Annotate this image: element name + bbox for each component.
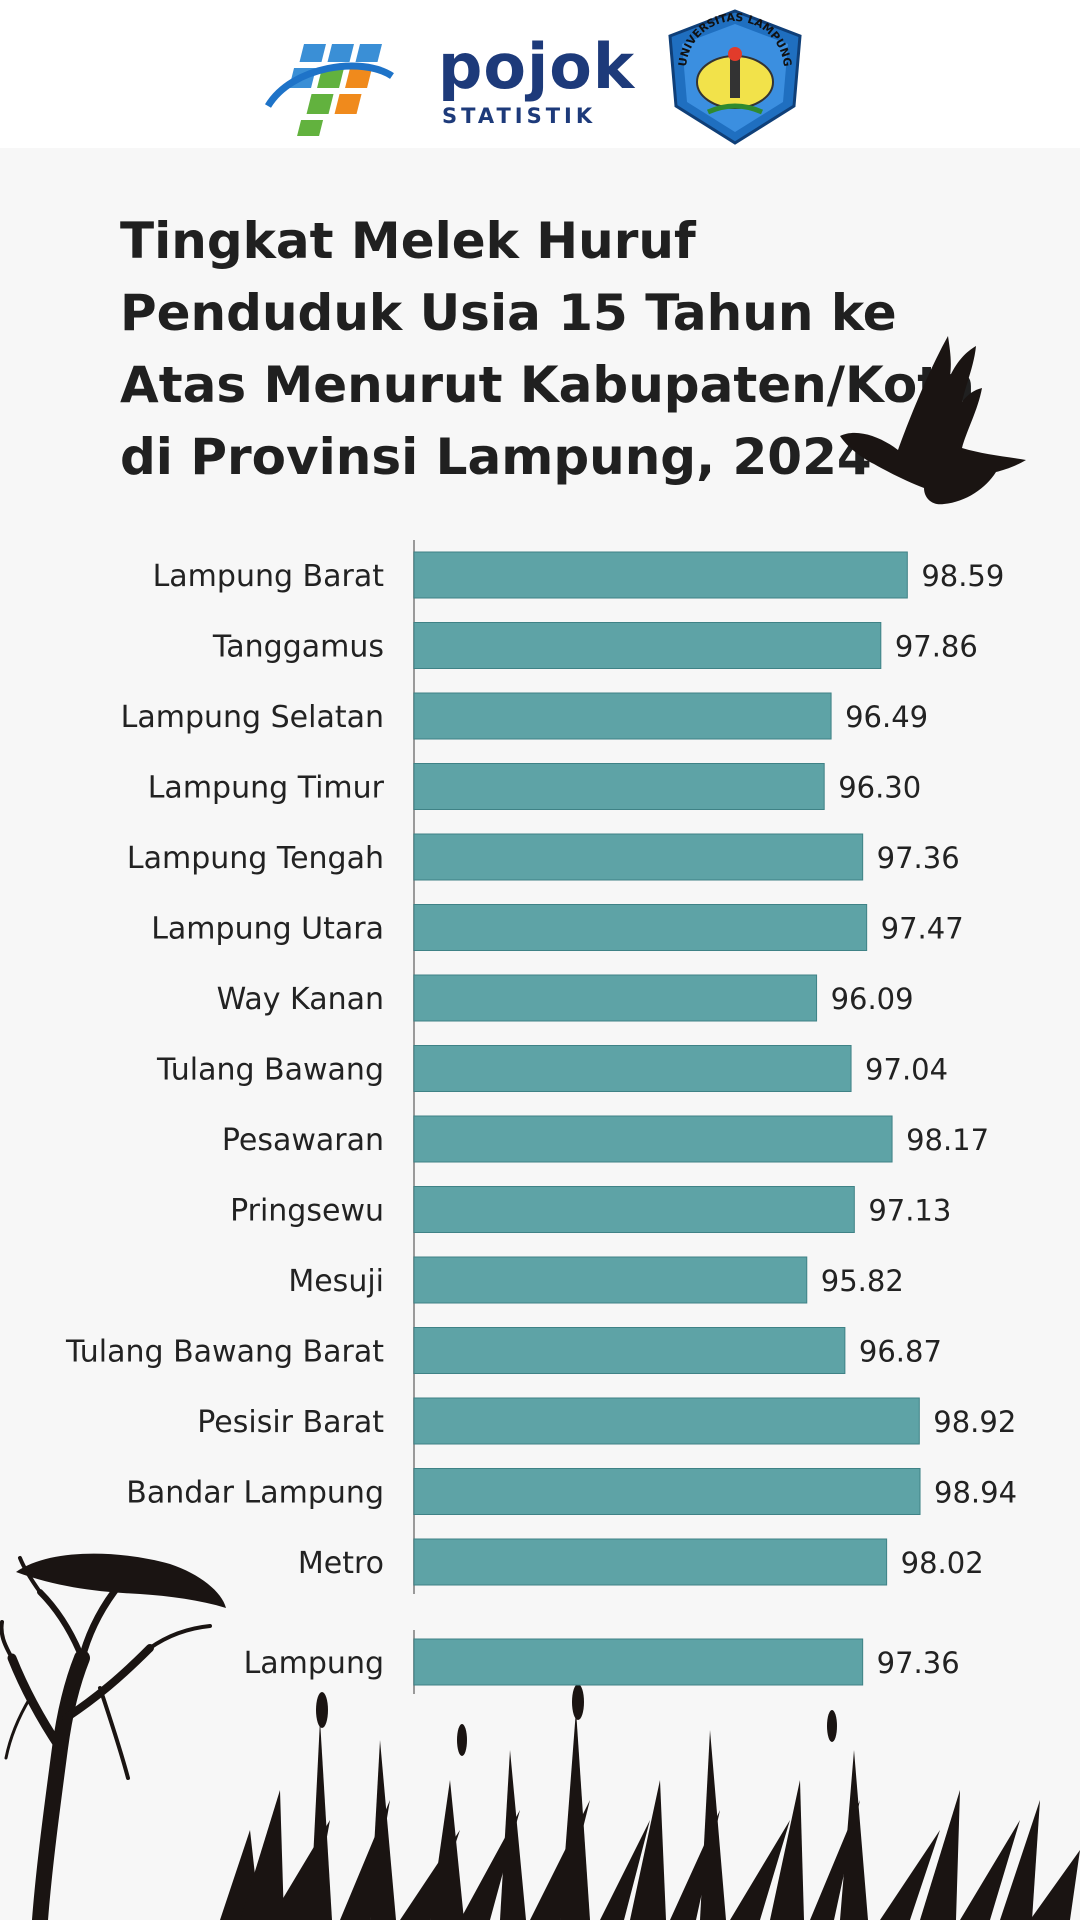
bar	[413, 763, 825, 810]
category-label: Mesuji	[288, 1264, 384, 1299]
value-label: 96.49	[845, 700, 928, 734]
bar	[413, 1638, 864, 1686]
tree-silhouette-icon	[0, 1553, 226, 1920]
value-label: 98.92	[933, 1405, 1016, 1439]
bar	[413, 1538, 888, 1586]
bar	[413, 692, 832, 740]
chart-title: Tingkat Melek Huruf Penduduk Usia 15 Tah…	[120, 212, 975, 486]
category-label: Bandar Lampung	[126, 1476, 384, 1511]
category-label: Metro	[298, 1546, 384, 1581]
universitas-lampung-logo: UNIVERSITAS LAMPUNG	[668, 9, 802, 145]
grass-silhouette-icon	[220, 1684, 1080, 1920]
bar	[413, 1468, 921, 1515]
category-label: Lampung Utara	[151, 912, 384, 947]
value-label: 97.47	[881, 912, 964, 946]
value-label: 96.30	[838, 771, 921, 805]
value-label: 98.02	[901, 1546, 984, 1580]
value-label: 97.04	[865, 1053, 948, 1087]
category-label: Tulang Bawang	[156, 1053, 384, 1088]
bar	[413, 974, 818, 1022]
category-label: Lampung	[244, 1646, 384, 1681]
category-label: Lampung Barat	[153, 559, 385, 594]
category-label: Lampung Tengah	[127, 841, 384, 876]
value-label: 96.09	[831, 982, 914, 1016]
category-label: Pesawaran	[222, 1123, 384, 1158]
value-label: 97.36	[877, 1646, 960, 1680]
bar	[413, 1186, 855, 1233]
bar	[413, 1045, 852, 1092]
bar	[413, 1327, 846, 1374]
value-label: 98.17	[906, 1123, 989, 1157]
value-label: 96.87	[859, 1335, 942, 1369]
category-label: Lampung Selatan	[121, 700, 384, 735]
value-label: 97.86	[895, 630, 978, 664]
value-label: 98.94	[934, 1476, 1017, 1510]
category-label: Pesisir Barat	[197, 1405, 384, 1440]
category-label: Tulang Bawang Barat	[65, 1335, 384, 1370]
bar	[413, 551, 908, 599]
pojok-wordmark: pojok	[438, 30, 636, 103]
value-label: 97.36	[877, 841, 960, 875]
category-label: Lampung Timur	[148, 771, 385, 806]
value-label: 97.13	[868, 1194, 951, 1228]
bar	[413, 622, 882, 669]
bar	[413, 833, 864, 881]
category-label: Way Kanan	[217, 982, 384, 1017]
value-label: 98.59	[921, 559, 1004, 593]
bar	[413, 1115, 893, 1163]
statistik-wordmark: STATISTIK	[442, 104, 597, 128]
bar	[413, 904, 868, 951]
eagle-silhouette-icon	[840, 336, 1026, 505]
value-label: 95.82	[821, 1264, 904, 1298]
bps-logo	[265, 44, 394, 136]
category-label: Tanggamus	[212, 630, 384, 665]
bar	[413, 1256, 808, 1304]
pojok-statistik-logo: pojok STATISTIK	[438, 30, 634, 134]
category-label: Pringsewu	[230, 1194, 384, 1229]
header-band	[0, 0, 1080, 148]
bar	[413, 1397, 920, 1445]
